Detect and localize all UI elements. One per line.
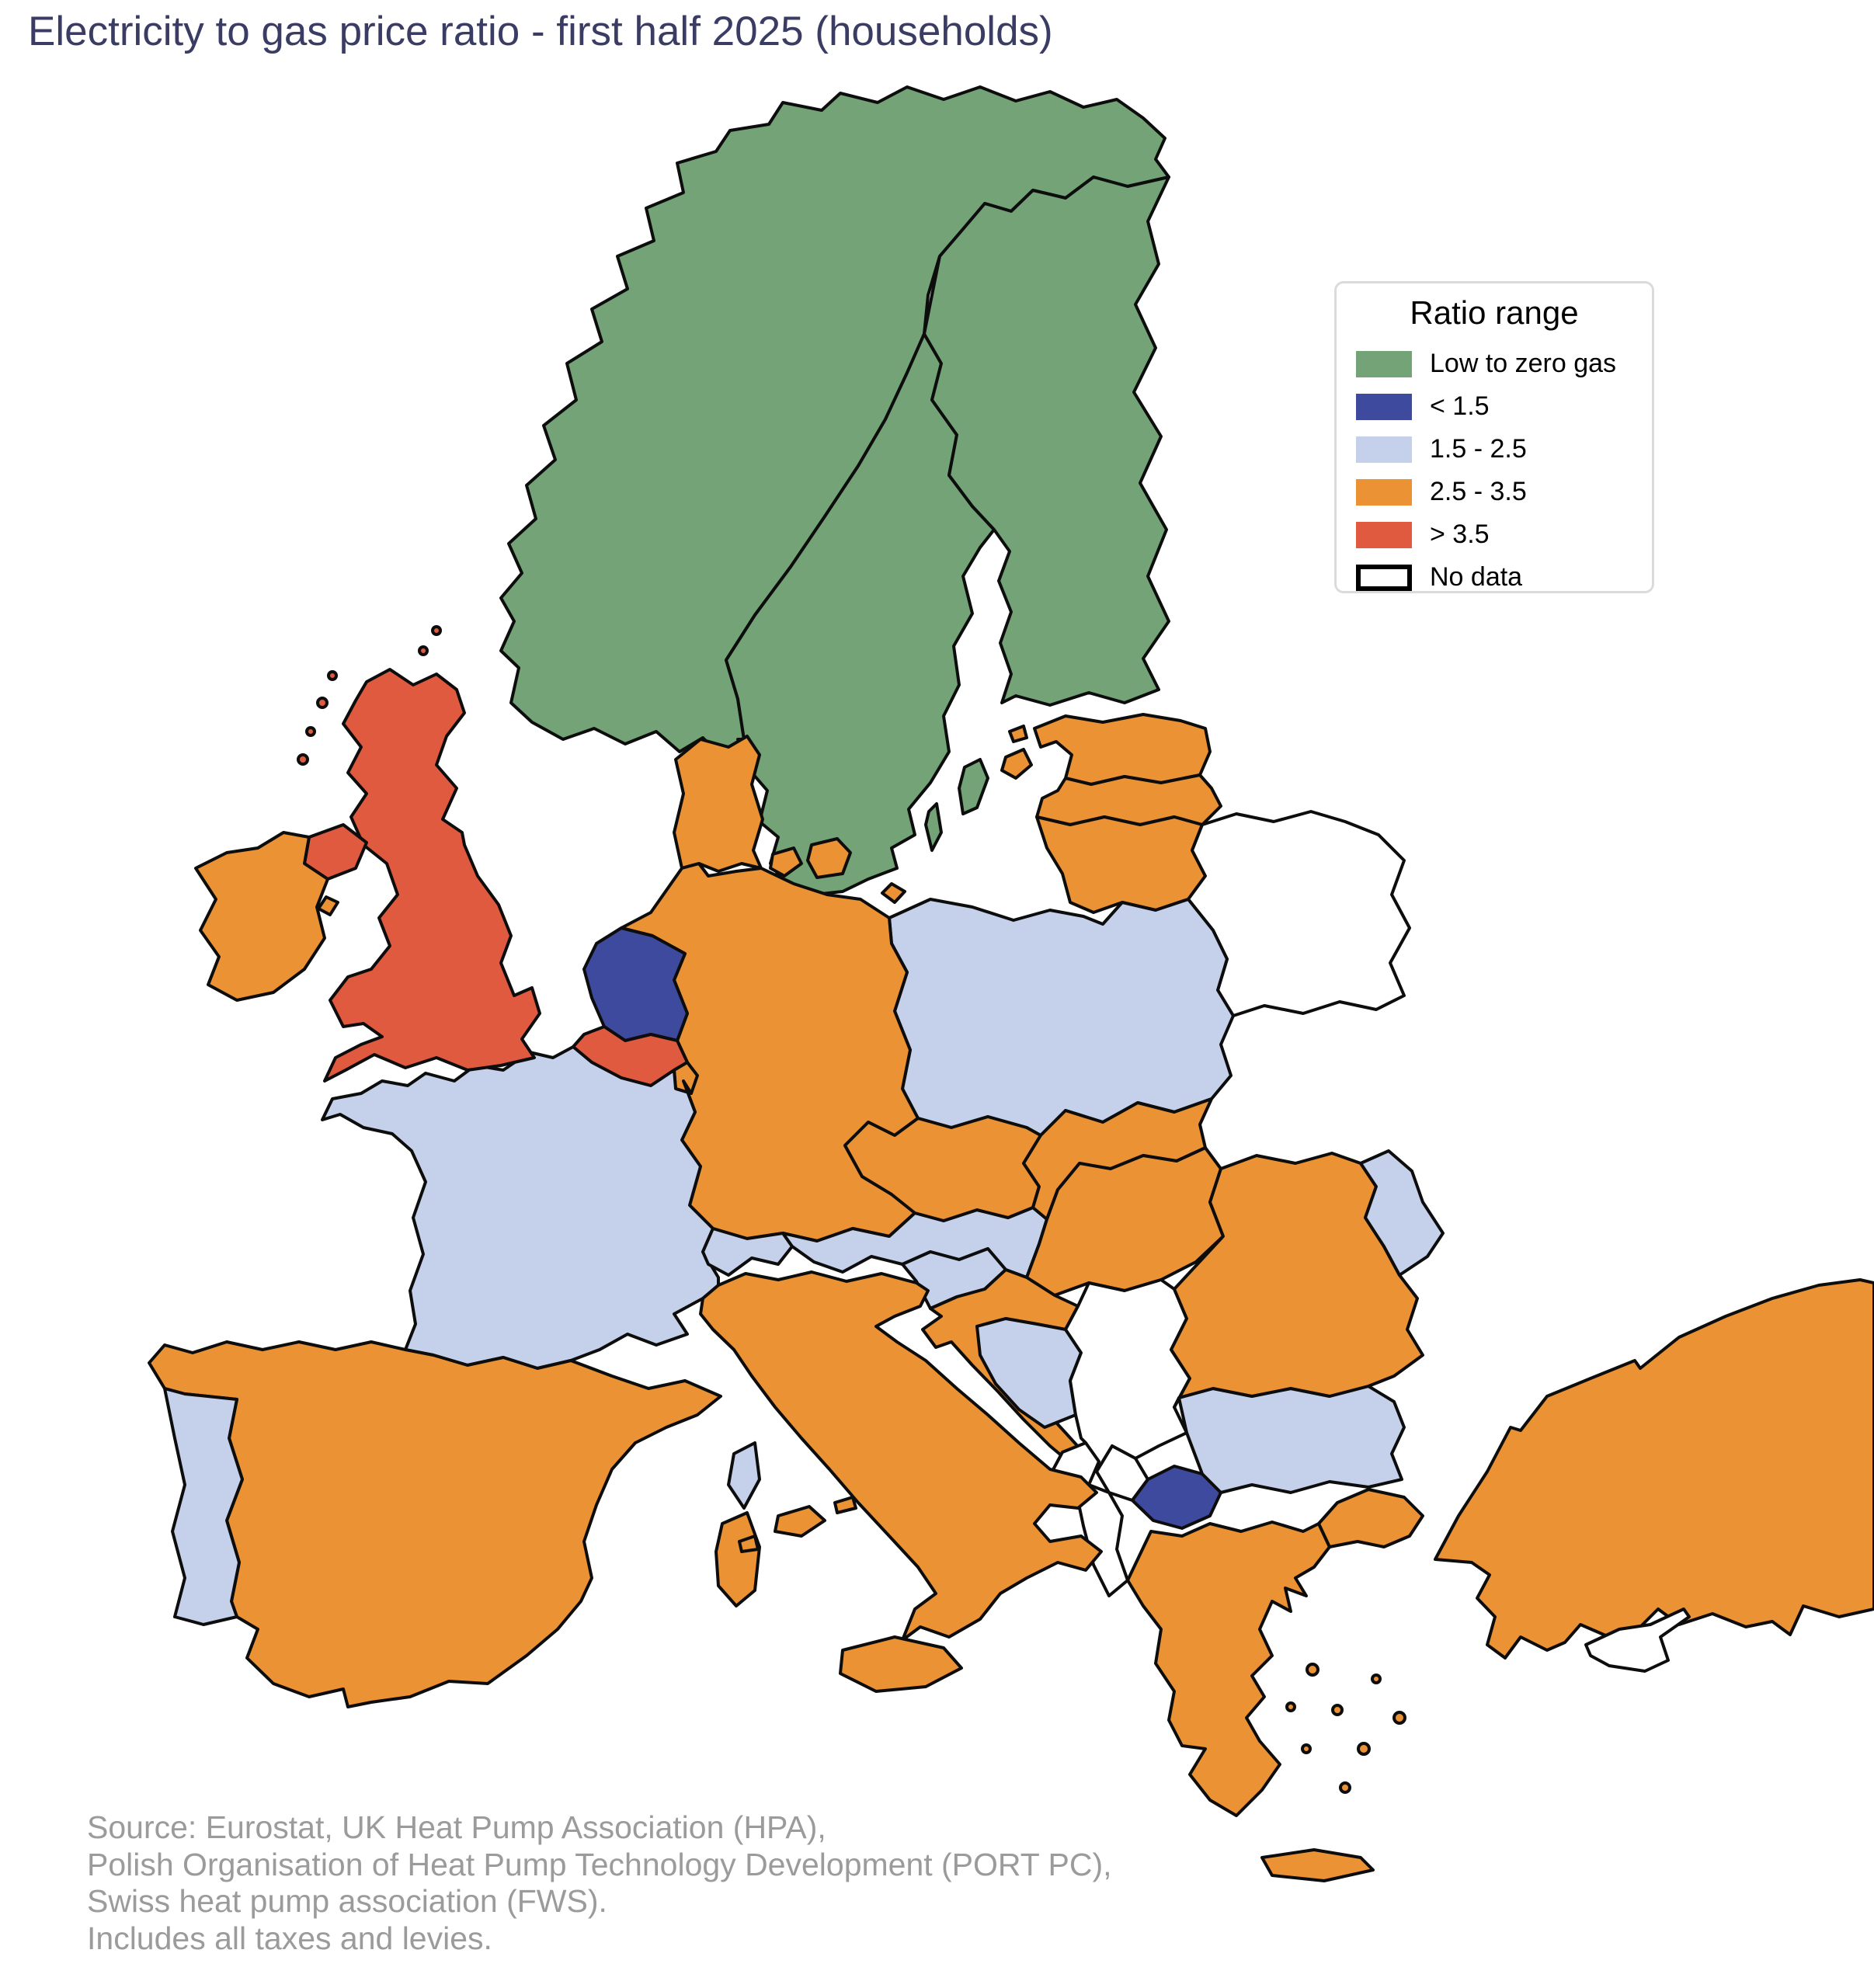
legend-title: Ratio range [1410,294,1579,331]
menorca-island [833,1496,857,1514]
country-belarus [1187,810,1411,1017]
oland-island [924,802,943,852]
country-latvia [1035,773,1222,826]
legend-label: 1.5 - 2.5 [1430,434,1527,464]
legend-item-no-data: No data [1337,556,1652,599]
country-bulgaria [1177,1385,1406,1494]
page-title: Electricity to gas price ratio - first h… [28,9,1053,54]
legend-item-2-5-3-5: 2.5 - 3.5 [1337,471,1652,513]
country-greece [1126,1521,1331,1817]
country-turkey [1434,1278,1874,1660]
country-czechia [843,1115,1042,1222]
hiiumaa-island [1008,725,1028,743]
ibiza-island [738,1534,760,1553]
country-north-macedonia [1131,1465,1222,1530]
country-spain [148,1340,722,1708]
country-turkey-thrace [1317,1488,1424,1548]
country-estonia [1033,713,1212,786]
legend-swatch-low-to-zero-gas [1356,350,1412,377]
legend-label: 2.5 - 3.5 [1430,477,1527,506]
legend-item-low-to-zero-gas: Low to zero gas [1337,342,1652,385]
saaremaa-island [1000,748,1033,780]
country-albania [1076,1483,1129,1597]
source-line-2: Polish Organisation of Heat Pump Technol… [87,1846,1112,1882]
legend-swatch-gt-3-5 [1356,521,1412,548]
legend-swatch-2-5-3-5 [1356,478,1412,506]
country-france [321,1045,720,1370]
sicily-island [839,1635,963,1693]
legend-item-gt-3-5: > 3.5 [1337,513,1652,556]
hebrides-islands [297,625,442,766]
country-portugal [163,1387,244,1626]
country-ireland [194,831,329,1002]
isle-of-man [317,895,339,916]
source-line-3: Swiss heat pump association (FWS). [87,1883,607,1920]
legend-item-1-5-2-5: 1.5 - 2.5 [1337,428,1652,471]
source-line-4: Includes all taxes and levies. [87,1920,492,1956]
legend-swatch-lt-1-5 [1356,393,1412,420]
zealand-island [806,837,852,879]
legend-swatch-no-data [1356,564,1412,591]
country-denmark-jutland [673,735,764,873]
aegean-islands [1285,1663,1406,1794]
legend-label: No data [1430,562,1523,592]
legend-label: > 3.5 [1430,520,1490,549]
country-bosnia [975,1317,1083,1429]
mallorca-island [774,1505,826,1538]
bornholm-island [881,882,906,904]
legend-box: Ratio range Low to zero gas < 1.5 1.5 - … [1334,281,1654,593]
legend-swatch-1-5-2-5 [1356,436,1412,463]
funen-island [769,846,803,878]
country-italy [699,1270,1103,1642]
source-attribution: Source: Eurostat, UK Heat Pump Associati… [87,1809,1112,1957]
crete-island [1260,1848,1375,1882]
country-poland [888,898,1235,1137]
source-line-1: Source: Eurostat, UK Heat Pump Associati… [87,1809,826,1845]
sardinia-island [714,1511,761,1607]
corsica-island [727,1441,761,1510]
country-moldova [1359,1149,1445,1277]
country-sweden [725,332,996,896]
legend-label: Low to zero gas [1430,349,1617,378]
country-cyprus [1584,1607,1691,1673]
country-lithuania [1035,815,1207,914]
country-uk [323,668,541,1083]
legend-label: < 1.5 [1430,391,1490,421]
gotland-island [958,758,989,815]
legend-item-lt-1-5: < 1.5 [1337,385,1652,428]
country-switzerland [701,1227,794,1277]
country-finland [923,176,1170,707]
country-netherlands [582,926,689,1042]
